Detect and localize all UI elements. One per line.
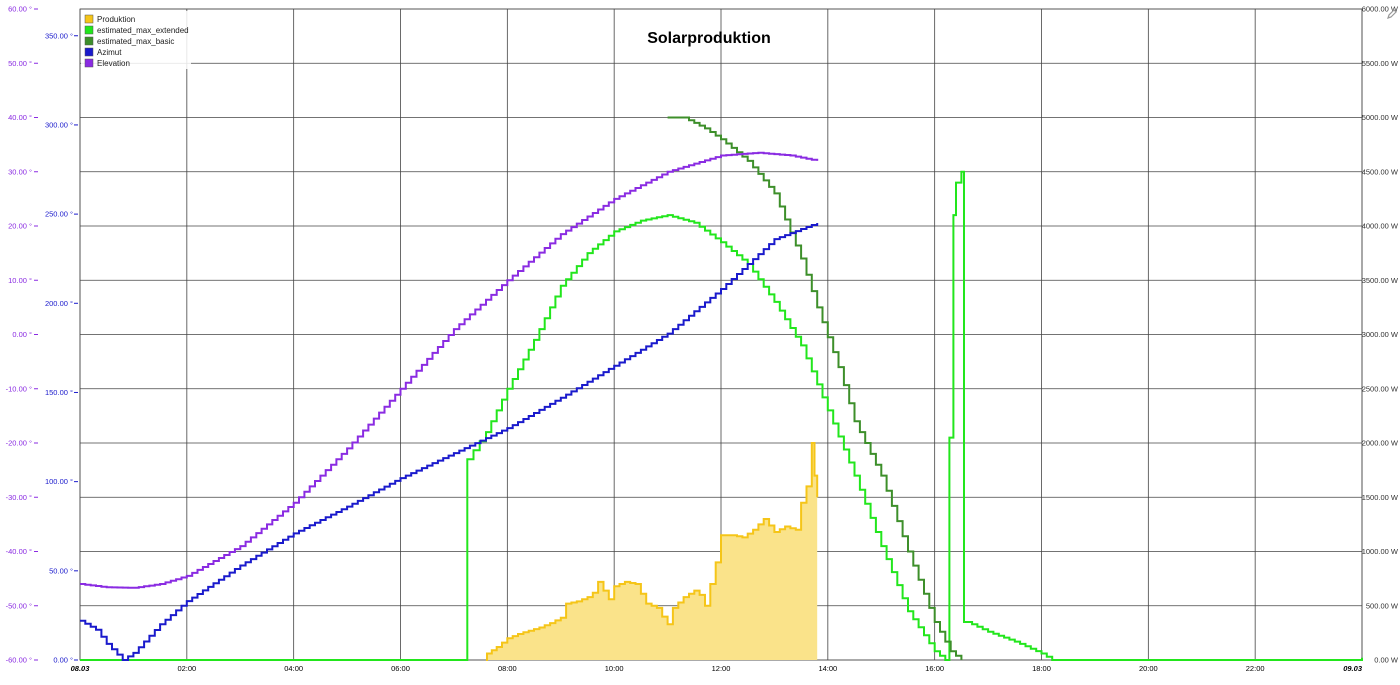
legend-label-azimut: Azimut <box>97 48 122 57</box>
x-tick-label: 18:00 <box>1032 664 1051 673</box>
y-tick-power: 3000.00 W <box>1362 330 1399 339</box>
axes: 60.00 ° 50.00 ° 40.00 ° 30.00 ° 20.00 ° 10.00… <box>6 5 1399 674</box>
y-tick-power: 6000.00 W <box>1362 5 1399 14</box>
y-tick-azimut: 350.00 ° <box>45 31 73 40</box>
y-tick-power: 1000.00 W <box>1362 547 1399 556</box>
y-tick-elevation: 0.00 ° <box>12 330 32 339</box>
y-tick-elevation: -60.00 ° <box>6 656 32 665</box>
y-tick-azimut: 150.00 ° <box>45 388 73 397</box>
x-tick-label: 09.03 <box>1343 664 1363 673</box>
series-produktion-area <box>486 443 818 660</box>
y-tick-azimut: 100.00 ° <box>45 477 73 486</box>
legend-box <box>81 11 191 69</box>
x-tick-label: 16:00 <box>925 664 944 673</box>
legend-label-estimated-max-extended: estimated_max_extended <box>97 26 189 35</box>
legend-label-estimated-max-basic: estimated_max_basic <box>97 37 174 46</box>
y-tick-elevation: 40.00 ° <box>8 113 32 122</box>
x-tick-label: 02:00 <box>177 664 196 673</box>
y-tick-power: 5000.00 W <box>1362 113 1399 122</box>
legend-label-produktion: Produktion <box>97 15 135 24</box>
y-tick-elevation: 30.00 ° <box>8 167 32 176</box>
y-tick-elevation: -50.00 ° <box>6 601 32 610</box>
y-tick-power: 2500.00 W <box>1362 384 1399 393</box>
legend-swatch <box>84 14 94 24</box>
y-tick-power: 4000.00 W <box>1362 222 1399 231</box>
legend: Produktion estimated_max_extended estimate… <box>81 11 191 69</box>
x-tick-label: 10:00 <box>605 664 624 673</box>
y-tick-elevation: 20.00 ° <box>8 222 32 231</box>
y-tick-elevation: 60.00 ° <box>8 5 32 14</box>
x-tick-label: 04:00 <box>284 664 303 673</box>
legend-swatch <box>84 47 94 57</box>
x-tick-label: 20:00 <box>1139 664 1158 673</box>
legend-swatch <box>84 36 94 46</box>
x-tick-label: 08:00 <box>498 664 517 673</box>
y-tick-power: 1500.00 W <box>1362 493 1399 502</box>
y-tick-power: 2000.00 W <box>1362 439 1399 448</box>
x-tick-label: 22:00 <box>1246 664 1265 673</box>
y-tick-power: 3500.00 W <box>1362 276 1399 285</box>
legend-swatch <box>84 58 94 68</box>
y-tick-power: 0.00 W <box>1374 656 1399 665</box>
y-tick-elevation: 50.00 ° <box>8 59 32 68</box>
y-tick-azimut: 200.00 ° <box>45 299 73 308</box>
y-tick-elevation: -30.00 ° <box>6 493 32 502</box>
series-layer <box>80 116 1363 661</box>
y-tick-azimut: 300.00 ° <box>45 120 73 129</box>
series-azimut-line <box>80 223 819 661</box>
chart-title: Solarproduktion <box>647 30 771 47</box>
y-tick-azimut: 0.00 ° <box>53 656 73 665</box>
series-estimated-max-extended-line <box>80 170 1363 661</box>
y-tick-elevation: 10.00 ° <box>8 276 32 285</box>
series-produktion-line <box>486 442 819 661</box>
pencil-icon[interactable] <box>1386 8 1398 20</box>
y-tick-elevation: -40.00 ° <box>6 547 32 556</box>
series-estimated-max-basic-line <box>667 116 963 660</box>
series-elevation-line <box>80 151 819 589</box>
y-tick-power: 4500.00 W <box>1362 167 1399 176</box>
x-tick-label: 08.03 <box>71 664 91 673</box>
y-tick-power: 5500.00 W <box>1362 59 1399 68</box>
y-tick-elevation: -20.00 ° <box>6 439 32 448</box>
y-tick-azimut: 50.00 ° <box>49 566 73 575</box>
y-tick-power: 500.00 W <box>1366 601 1399 610</box>
x-tick-label: 14:00 <box>818 664 837 673</box>
legend-label-elevation: Elevation <box>97 59 130 68</box>
y-tick-azimut: 250.00 ° <box>45 210 73 219</box>
x-tick-label: 12:00 <box>712 664 731 673</box>
legend-swatch <box>84 25 94 35</box>
x-tick-label: 06:00 <box>391 664 410 673</box>
y-tick-elevation: -10.00 ° <box>6 384 32 393</box>
